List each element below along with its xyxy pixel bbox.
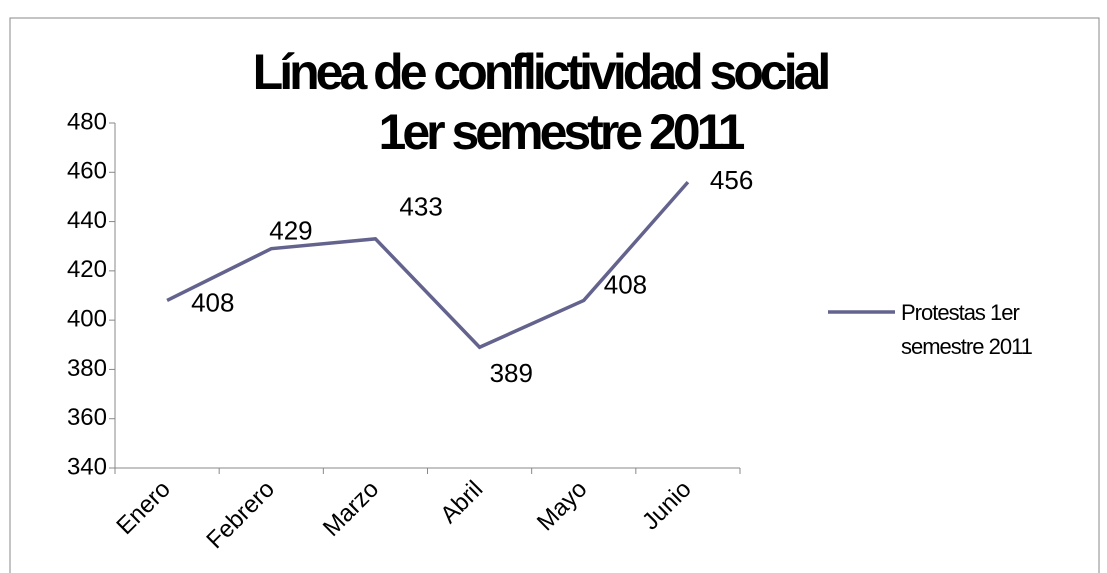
legend-label: Protestas 1er semestre 2011 <box>901 300 1033 359</box>
y-tick-label: 360 <box>67 404 107 431</box>
data-label: 408 <box>191 287 234 317</box>
y-tick-label: 340 <box>67 453 107 480</box>
data-label: 429 <box>269 216 312 246</box>
y-tick-label: 380 <box>67 355 107 382</box>
data-label: 408 <box>604 269 647 299</box>
chart-border <box>9 17 1100 573</box>
y-tick-label: 440 <box>67 207 107 234</box>
chart-title: Línea de conflictividad social <box>253 44 829 100</box>
legend: Protestas 1er semestre 2011 <box>901 300 1033 359</box>
data-label: 433 <box>399 192 442 222</box>
line <box>166 180 690 350</box>
data-label: 456 <box>710 165 753 195</box>
y-tick-label: 400 <box>67 305 107 332</box>
y-tick-label: 480 <box>67 108 107 135</box>
y-tick-label: 420 <box>67 256 107 283</box>
y-tick-label: 460 <box>67 158 107 185</box>
chart-title: 1er semestre 2011 <box>379 104 745 160</box>
data-label: 389 <box>490 358 533 388</box>
